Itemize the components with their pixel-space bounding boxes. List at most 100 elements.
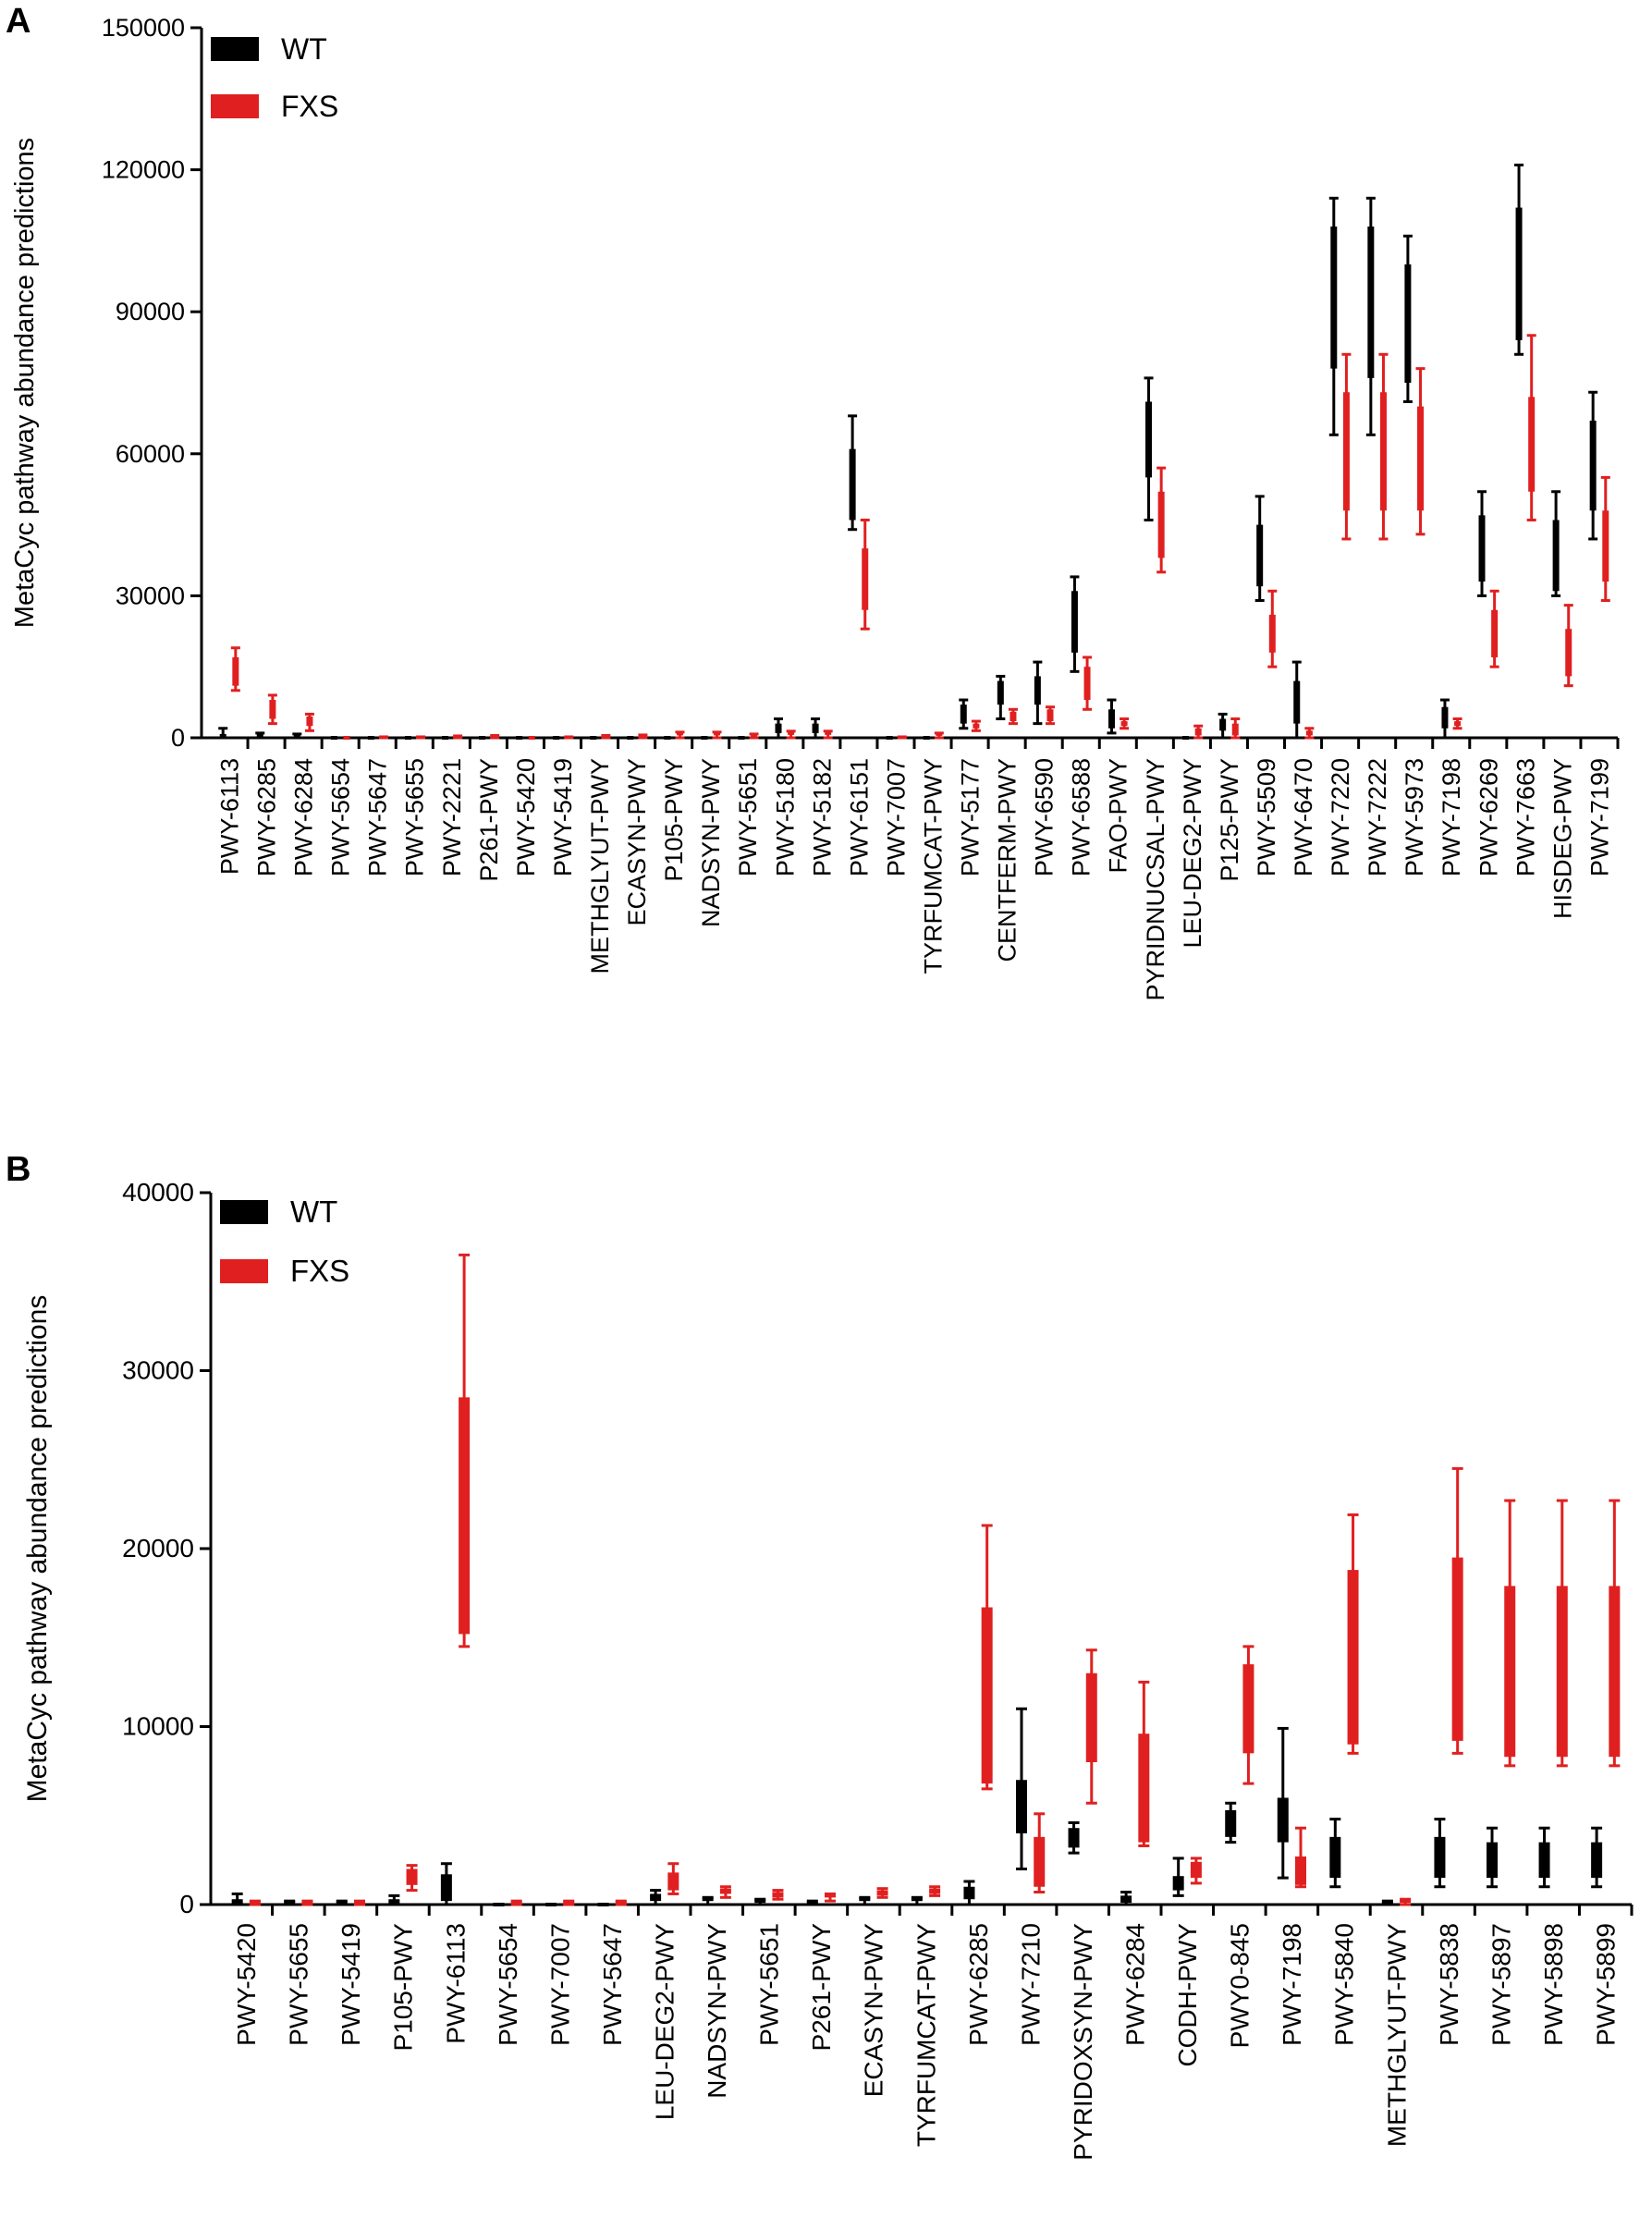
box-body bbox=[1015, 1780, 1027, 1833]
wt-box-pwy-5420 bbox=[516, 736, 523, 740]
wt-box-tyrfumcat-pwy bbox=[923, 736, 930, 740]
legend-wt-label: WT bbox=[290, 1195, 337, 1229]
fxs-box-centferm-pwy bbox=[1008, 707, 1018, 726]
box-body bbox=[343, 736, 350, 740]
wt-box-pwy-6151 bbox=[848, 414, 858, 532]
fxs-box-pwy-7198 bbox=[1452, 717, 1462, 730]
box-body bbox=[1329, 1836, 1341, 1879]
box-body bbox=[493, 1903, 505, 1906]
box-body bbox=[1342, 392, 1350, 511]
box-body bbox=[1454, 721, 1462, 727]
fxs-box-pwy-7007 bbox=[897, 735, 907, 740]
wt-box-pwy-7663 bbox=[1514, 163, 1524, 356]
box-body bbox=[788, 730, 795, 735]
box-body bbox=[1107, 709, 1115, 729]
box-body bbox=[269, 700, 276, 719]
x-tick-label: TYRFUMCAT-PWY bbox=[919, 758, 947, 974]
box-body bbox=[336, 1901, 348, 1905]
fxs-box-pwy-6284 bbox=[1138, 1680, 1150, 1847]
fxs-box-fao-pwy bbox=[1120, 717, 1130, 730]
box-body bbox=[825, 730, 832, 735]
wt-box-pwy-5899 bbox=[1591, 1826, 1603, 1889]
x-tick-label: P125-PWY bbox=[1216, 758, 1243, 882]
box-body bbox=[301, 1901, 313, 1905]
wt-box-pwy-5840 bbox=[1329, 1818, 1341, 1889]
wt-box-pwy-5655 bbox=[404, 736, 411, 740]
wt-box-pwy-7198 bbox=[1277, 1726, 1289, 1880]
fxs-box-pwy-5651 bbox=[772, 1889, 784, 1901]
x-tick-label: PWY-5654 bbox=[494, 1923, 522, 2046]
x-tick-label: CODH-PWY bbox=[1173, 1923, 1202, 2067]
wt-box-p105-pwy bbox=[664, 736, 671, 740]
y-tick-label: 20000 bbox=[122, 1534, 194, 1562]
x-tick-label: PWY-2221 bbox=[438, 758, 466, 876]
box-body bbox=[859, 1897, 871, 1902]
x-tick-label: NADSYN-PWY bbox=[697, 758, 725, 927]
box-body bbox=[1242, 1664, 1254, 1754]
x-tick-label: PWY-5899 bbox=[1592, 1923, 1621, 2046]
wt-box-nadsyn-pwy bbox=[702, 1895, 714, 1906]
box-body bbox=[454, 734, 461, 739]
wt-box-pwy-6113 bbox=[218, 727, 228, 740]
box-body bbox=[1515, 207, 1523, 340]
x-tick-label: P261-PWY bbox=[475, 758, 503, 882]
x-tick-label: PWY-7663 bbox=[1511, 758, 1539, 876]
wt-box-pwy-5647 bbox=[597, 1903, 609, 1906]
box-body bbox=[219, 733, 226, 738]
y-tick-label: 60000 bbox=[116, 440, 185, 468]
wt-box-pyridnucsal-pwy bbox=[1144, 376, 1154, 521]
box-body bbox=[545, 1903, 557, 1906]
wt-box-pyridoxsyn-pwy bbox=[1068, 1820, 1080, 1855]
box-body bbox=[751, 732, 758, 737]
box-body bbox=[1504, 1586, 1516, 1758]
fxs-box-leu-deg2-pwy bbox=[1193, 724, 1204, 740]
box-body bbox=[806, 1901, 818, 1905]
fxs-box-ecasyn-pwy bbox=[638, 733, 648, 740]
y-tick-label: 150000 bbox=[102, 14, 185, 42]
x-tick-label: PWY-7198 bbox=[1438, 758, 1465, 876]
box-body bbox=[1277, 1797, 1289, 1843]
fxs-box-tyrfumcat-pwy bbox=[929, 1885, 941, 1897]
box-body bbox=[1145, 401, 1153, 478]
x-tick-label: NADSYN-PWY bbox=[703, 1923, 731, 2099]
box-body bbox=[923, 736, 930, 740]
legend-wt-label: WT bbox=[281, 32, 327, 66]
wt-box-pwy-6113 bbox=[440, 1862, 452, 1906]
box-body bbox=[1591, 1842, 1603, 1879]
fxs-box-pwy-7222 bbox=[1378, 352, 1389, 541]
x-tick-label: PWY-5420 bbox=[232, 1923, 261, 2046]
fxs-box-methglyut-pwy bbox=[1400, 1897, 1412, 1906]
panel-a-chart: 0 30000 60000 90000 120000 150000 MetaCyc path… bbox=[10, 14, 1620, 1001]
box-body bbox=[1293, 680, 1301, 724]
box-body bbox=[1120, 1895, 1132, 1904]
box-body bbox=[1330, 227, 1338, 369]
fxs-box-pwy-5651 bbox=[749, 732, 759, 740]
x-tick-label: PWY-6113 bbox=[441, 1923, 470, 2044]
box-body bbox=[981, 1607, 993, 1784]
x-tick-label: PWY-5897 bbox=[1487, 1923, 1515, 2046]
fxs-box-pyridnucsal-pwy bbox=[1156, 466, 1167, 574]
box-body bbox=[738, 736, 745, 740]
x-tick-label: PWY-6151 bbox=[845, 758, 873, 876]
box-body bbox=[1172, 1876, 1184, 1891]
wt-box-pwy-5509 bbox=[1254, 495, 1265, 603]
box-body bbox=[639, 733, 646, 738]
box-body bbox=[1404, 264, 1412, 383]
panel-a-letter: A bbox=[6, 2, 31, 41]
x-tick-label: PWY-6284 bbox=[1121, 1923, 1150, 2046]
box-body bbox=[1295, 1856, 1307, 1885]
box-body bbox=[232, 656, 239, 686]
wt-box-methglyut-pwy bbox=[1381, 1899, 1393, 1906]
wt-box-pwy-7220 bbox=[1328, 196, 1339, 436]
x-tick-label: PWY-5420 bbox=[512, 758, 540, 876]
x-tick-label: PWY-7007 bbox=[882, 758, 910, 876]
box-body bbox=[627, 736, 634, 740]
fxs-box-p125-pwy bbox=[1230, 717, 1241, 740]
fxs-box-pwy-5180 bbox=[786, 729, 796, 740]
wt-box-centferm-pwy bbox=[996, 674, 1006, 721]
box-body bbox=[597, 1903, 609, 1906]
box-body bbox=[772, 1892, 784, 1898]
x-tick-label: PWY-5840 bbox=[1330, 1923, 1359, 2046]
fxs-box-pwy-5898 bbox=[1556, 1499, 1568, 1768]
x-tick-label: CENTFERM-PWY bbox=[994, 758, 1022, 962]
